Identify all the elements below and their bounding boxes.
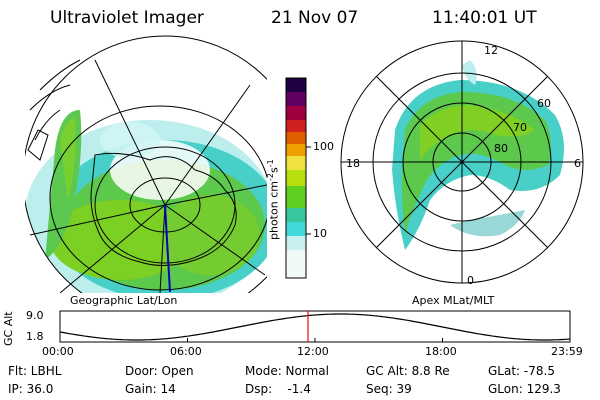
- timeline-ytick-top: 9.0: [26, 309, 44, 322]
- info-seq: Seq: 39: [366, 382, 412, 396]
- mlt-label-0: 0: [467, 274, 474, 287]
- timeline-xtick-1200: 12:00: [297, 345, 329, 358]
- magnetic-panel-label: Apex MLat/MLT: [412, 294, 495, 307]
- geographic-aurora-image: [25, 110, 267, 293]
- time-label: 11:40:01 UT: [432, 8, 537, 28]
- timeline-xtick-2359: 23:59: [551, 345, 583, 358]
- info-gain: Gain: 14: [125, 382, 176, 396]
- timeline-ylabel: GC Alt: [2, 311, 15, 346]
- mlt-label-6: 6: [574, 157, 581, 170]
- coastline-outlines: [27, 59, 237, 266]
- timeline-xtick-0600: 06:00: [170, 345, 202, 358]
- info-ip: IP: 36.0: [8, 382, 54, 396]
- colorbar-label: photon cm-2s-1: [266, 159, 281, 240]
- mlt-label-18: 18: [346, 157, 360, 170]
- altitude-timeline: [59, 310, 571, 343]
- page-title: Ultraviolet Imager: [50, 8, 204, 28]
- lat-label-80: 80: [494, 142, 508, 155]
- timeline-xtick-0000: 00:00: [42, 345, 74, 358]
- colorbar-tick-10: 10: [313, 227, 327, 240]
- altitude-curve: [59, 313, 571, 341]
- timeline-ytick-bottom: 1.8: [26, 330, 44, 343]
- info-gc-alt: GC Alt: 8.8 Re: [366, 364, 450, 378]
- timeline-xtick-1800: 18:00: [425, 345, 457, 358]
- info-glon: GLon: 129.3: [488, 382, 561, 396]
- info-dsp: Dsp: -1.4: [245, 382, 311, 396]
- geographic-grid: [25, 35, 267, 293]
- info-glat: GLat: -78.5: [488, 364, 555, 378]
- mlt-label-12: 12: [484, 44, 498, 57]
- lat-label-70: 70: [513, 121, 527, 134]
- date-label: 21 Nov 07: [271, 8, 359, 28]
- magnetic-grid: [340, 40, 584, 284]
- info-door: Door: Open: [125, 364, 194, 378]
- lat-label-60: 60: [537, 97, 551, 110]
- colorbar-tick-100: 100: [313, 140, 334, 153]
- info-mode: Mode: Normal: [245, 364, 329, 378]
- info-filter: Flt: LBHL: [8, 364, 62, 378]
- colorbar: [285, 77, 311, 279]
- meridian-highlight: [164, 204, 171, 293]
- geographic-panel-label: Geographic Lat/Lon: [70, 294, 178, 307]
